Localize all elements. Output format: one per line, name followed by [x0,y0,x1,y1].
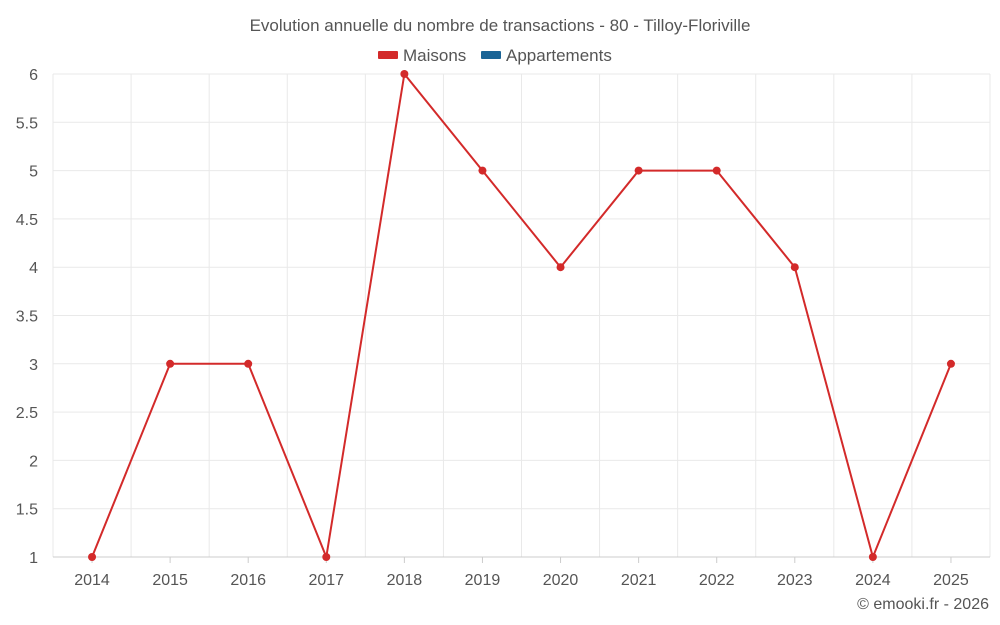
x-tick-label-2019: 2019 [465,572,501,589]
axes [53,556,990,563]
series [88,70,955,561]
y-tick-label: 5.5 [16,115,38,132]
legend-label-maisons: Maisons [403,46,466,65]
data-point-maisons-2022[interactable] [712,166,721,175]
x-axis-ticks: 2014 2015 2016 2017 2018 2019 2020 2021 2022 2023… [74,572,969,589]
y-tick-label: 3 [29,357,38,374]
y-tick-label: 4.5 [16,212,38,229]
x-tick-label-2021: 2021 [621,572,657,589]
data-point-maisons-2014[interactable] [88,553,97,561]
y-tick-label: 1.5 [16,502,38,519]
series-line-maisons [91,73,952,558]
x-tick-label-2016: 2016 [230,572,266,589]
legend-swatch-maisons [378,51,398,59]
x-tick-label-2022: 2022 [699,572,735,589]
data-point-maisons-2016[interactable] [244,359,253,368]
credit-text: © emooki.fr - 2026 [857,596,989,613]
y-tick-label: 6 [29,67,38,84]
data-point-maisons-2015[interactable] [166,359,175,368]
x-tick-label-2024: 2024 [855,572,891,589]
y-axis-ticks: 1 1.5 2 2.5 3 3.5 4 4.5 5 5.5 6 [16,67,38,567]
y-tick-label: 2 [29,453,38,470]
data-point-maisons-2021[interactable] [634,166,643,175]
data-point-maisons-2017[interactable] [322,553,331,561]
data-point-maisons-2024[interactable] [868,553,877,561]
data-point-maisons-2023[interactable] [790,263,799,272]
chart-title: Evolution annuelle du nombre de transact… [250,16,751,35]
x-tick-label-2025: 2025 [933,572,969,589]
x-tick-label-2020: 2020 [543,572,579,589]
y-tick-label: 5 [29,164,38,181]
x-tick-label-2014: 2014 [74,572,110,589]
x-tick-label-2017: 2017 [308,572,344,589]
legend-item-maisons[interactable]: Maisons [378,46,466,65]
legend-item-appartements[interactable]: Appartements [481,46,612,65]
legend-swatch-appartements [481,51,501,59]
y-tick-label: 4 [29,260,38,277]
x-tick-label-2023: 2023 [777,572,813,589]
legend-label-appartements: Appartements [506,46,612,65]
legend: Maisons Appartements [378,46,612,65]
x-tick-label-2015: 2015 [152,572,188,589]
y-tick-label: 3.5 [16,309,38,326]
grid [52,73,991,558]
y-tick-label: 2.5 [16,405,38,422]
data-point-maisons-2018[interactable] [400,70,409,78]
x-tick-label-2018: 2018 [387,572,423,589]
y-tick-label: 1 [29,550,38,567]
data-point-maisons-2020[interactable] [556,263,565,272]
data-point-maisons-2019[interactable] [478,166,487,175]
data-point-maisons-2025[interactable] [946,359,955,368]
